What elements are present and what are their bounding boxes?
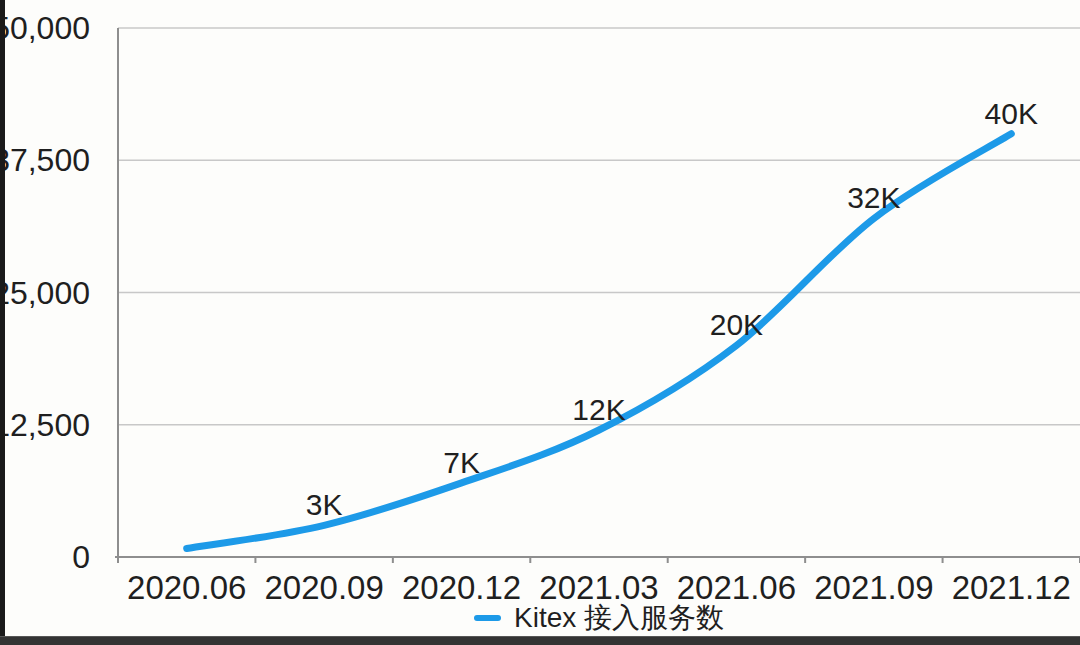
chart-legend: Kitex 接入服务数 (118, 603, 1080, 633)
point-label: 40K (985, 97, 1038, 130)
y-tick-label: 12,500 (0, 407, 90, 443)
y-tick-label: 37,500 (0, 142, 90, 178)
point-label: 12K (572, 393, 625, 426)
chart-canvas: 0 12,500 25,000 37,500 50,000 2020.06 2020.09 2… (0, 0, 1080, 645)
x-tick-label: 2021.03 (539, 569, 658, 606)
x-tick-label: 2020.06 (127, 569, 246, 606)
point-label: 7K (443, 446, 480, 479)
legend-label: Kitex 接入服务数 (514, 603, 724, 633)
x-tick-label: 2020.09 (264, 569, 383, 606)
point-label: 3K (306, 488, 343, 521)
x-tick-label: 2021.12 (952, 569, 1071, 606)
y-tick-label: 0 (72, 539, 90, 575)
line-chart: 0 12,500 25,000 37,500 50,000 2020.06 2020.09 2… (0, 0, 1080, 645)
bottom-edge-bar (0, 636, 1080, 645)
x-tick-label: 2020.12 (402, 569, 521, 606)
y-tick-label: 25,000 (0, 275, 90, 311)
left-edge-bar (0, 0, 5, 645)
point-label: 32K (847, 181, 900, 214)
x-tick-label: 2021.06 (677, 569, 796, 606)
point-label: 20K (710, 308, 763, 341)
y-tick-label: 50,000 (0, 10, 90, 46)
legend-line-marker (474, 615, 501, 621)
x-tick-label: 2021.09 (814, 569, 933, 606)
